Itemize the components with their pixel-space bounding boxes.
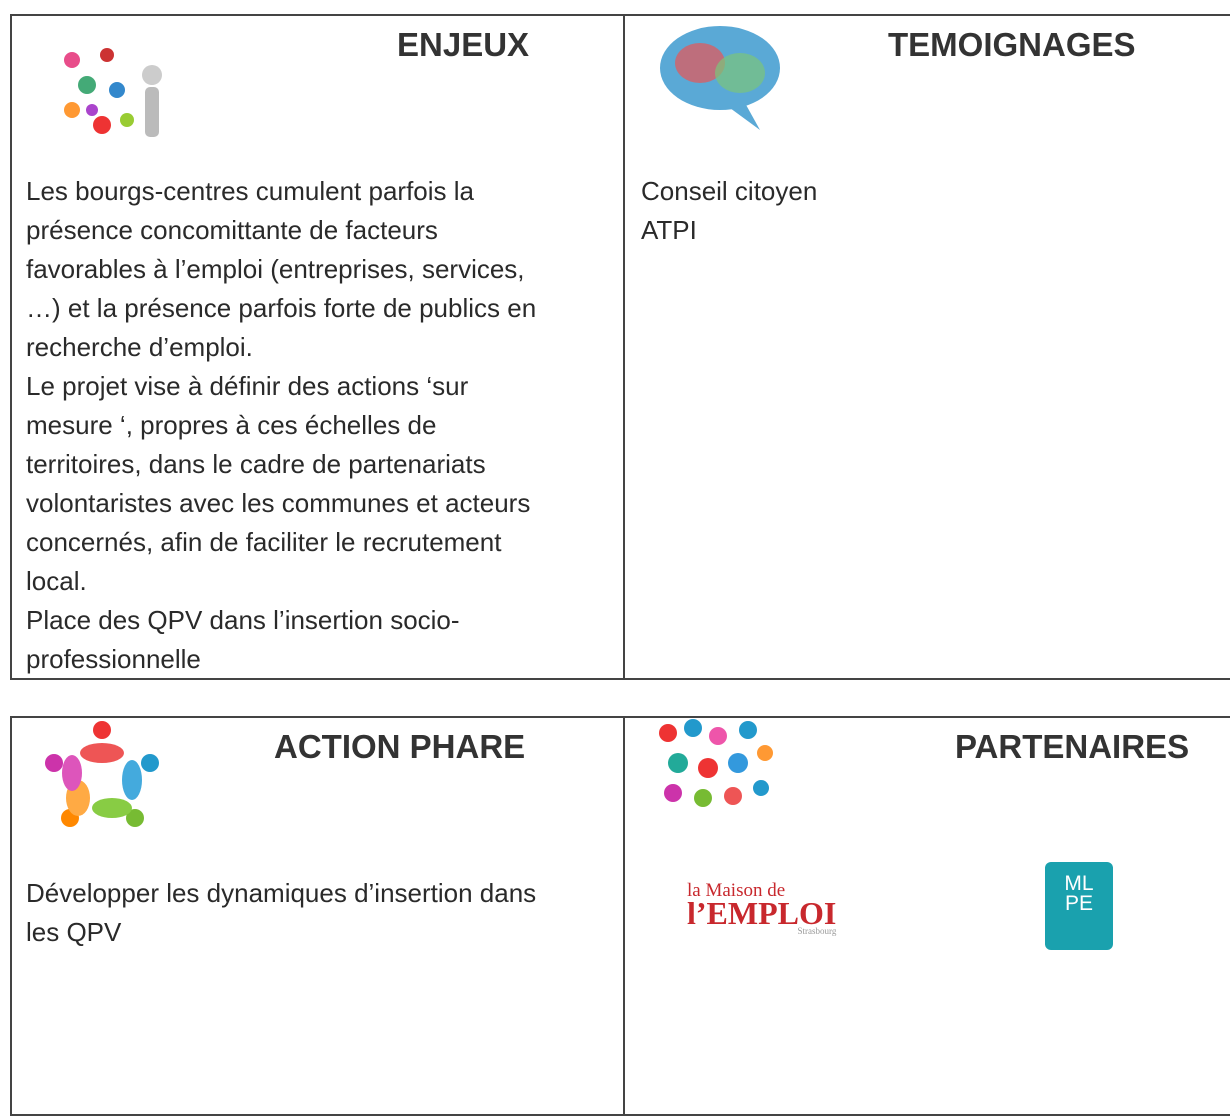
section-title: TEMOIGNAGES <box>888 26 1136 63</box>
text-line: mesure ‘, propres à ces échelles de <box>26 410 437 440</box>
enjeux-cell: ENJEUX Les bourgs-centres cumulent parfo… <box>10 14 625 680</box>
text-line: ATPI <box>641 215 697 245</box>
section-body: Développer les dynamiques d’insertion da… <box>26 874 536 952</box>
text-line: les QPV <box>26 917 122 947</box>
text-line: recherche d’emploi. <box>26 332 253 362</box>
text-line: présence concomittante de facteurs <box>26 215 438 245</box>
text-line: Développer les dynamiques d’insertion da… <box>26 878 537 908</box>
logo-text: la Maison de <box>687 880 786 901</box>
section-title: ENJEUX <box>397 26 530 63</box>
network-icon <box>64 48 162 137</box>
people-circle-icon <box>45 721 159 827</box>
logo-text: l’EMPLOI <box>687 895 837 931</box>
section-title: PARTENAIRES <box>955 728 1190 765</box>
text-line: professionnelle <box>26 644 201 674</box>
text-line: concernés, afin de faciliter le recrutem… <box>26 527 502 557</box>
partenaires-cell: PARTENAIRES la Maison de l’EMPLOI Strasb… <box>623 716 1230 1116</box>
text-line: Les bourgs-centres cumulent parfois la <box>26 176 475 206</box>
text-line: volontaristes avec les communes et acteu… <box>26 488 531 518</box>
text-line: local. <box>26 566 87 596</box>
text-line: Conseil citoyen <box>641 176 818 206</box>
action-cell: ACTION PHARE Développer les dynamiques d… <box>10 716 625 1116</box>
maison-emploi-logo: la Maison de l’EMPLOI Strasbourg <box>687 880 837 936</box>
temoignages-cell: TEMOIGNAGES Conseil citoyen ATPI <box>623 14 1230 680</box>
section-body: Les bourgs-centres cumulent parfois la pr… <box>26 172 536 679</box>
logo-caption: Strasbourg <box>797 926 837 936</box>
mlpe-logo: ML PE <box>1045 862 1113 950</box>
crowd-icon <box>655 718 775 818</box>
section-title: ACTION PHARE <box>274 728 526 765</box>
text-line: Le projet vise à définir des actions ‘su… <box>26 371 469 401</box>
text-line: …) et la présence parfois forte de publi… <box>26 293 537 323</box>
section-body: Conseil citoyen ATPI <box>641 172 817 250</box>
text-line: favorables à l’emploi (entreprises, serv… <box>26 254 525 284</box>
logo-text: ML <box>1064 872 1094 895</box>
text-line: Place des QPV dans l’insertion socio- <box>26 605 460 635</box>
text-line: territoires, dans le cadre de partenaria… <box>26 449 486 479</box>
logo-text: PE <box>1064 892 1093 915</box>
speech-icon <box>660 26 780 130</box>
